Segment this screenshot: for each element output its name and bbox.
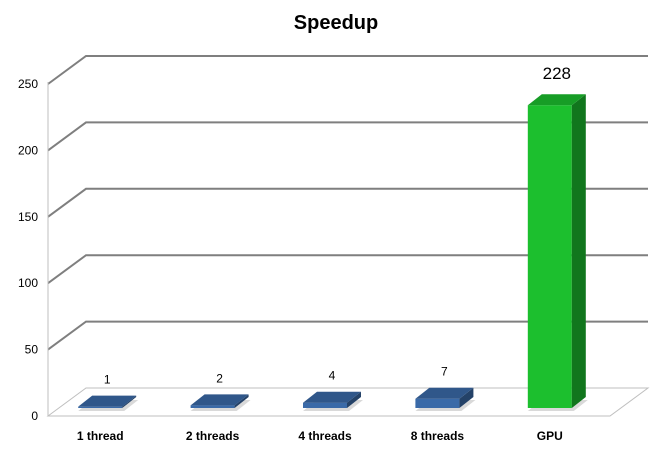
y-tick-label: 250 xyxy=(18,77,38,91)
bar xyxy=(527,94,588,411)
gridline xyxy=(47,187,648,218)
bar xyxy=(78,395,139,411)
bar-front xyxy=(415,398,460,408)
data-label: 7 xyxy=(441,365,448,379)
labels: 0 50 100 150 200 250 1 1 thread 2 2 threads 4 4 thr… xyxy=(18,64,571,443)
x-tick-label: GPU xyxy=(537,429,563,443)
bar-top xyxy=(190,394,249,406)
gridline xyxy=(47,55,648,85)
gridline xyxy=(47,121,648,152)
gridline xyxy=(47,254,648,285)
bar-top xyxy=(527,94,586,106)
x-tick-label: 2 threads xyxy=(186,429,240,443)
bar-front xyxy=(527,105,572,408)
bar-top xyxy=(78,395,137,407)
y-tick-label: 200 xyxy=(18,143,38,157)
bar xyxy=(415,387,476,411)
x-tick-label: 4 threads xyxy=(298,429,352,443)
bar-top xyxy=(415,387,474,399)
bar-front xyxy=(303,402,347,408)
bar-side xyxy=(347,391,361,408)
bar-side xyxy=(459,387,474,408)
y-tick-label: 150 xyxy=(18,210,38,224)
data-label: 4 xyxy=(329,369,336,383)
bar-side xyxy=(234,394,249,408)
bar-side xyxy=(571,94,586,408)
bar xyxy=(303,391,363,411)
data-label: 228 xyxy=(543,64,571,83)
bar-front xyxy=(190,405,235,408)
x-tick-label: 8 threads xyxy=(411,429,465,443)
x-tick-label: 1 thread xyxy=(77,429,124,443)
bar-front xyxy=(78,406,123,408)
bar-side xyxy=(122,395,137,408)
y-tick-label: 0 xyxy=(31,409,38,423)
y-tick-label: 50 xyxy=(25,343,39,357)
data-label: 2 xyxy=(216,371,223,385)
chart-title: Speedup xyxy=(294,12,378,34)
bar-top xyxy=(303,391,361,403)
bar xyxy=(190,394,251,411)
data-label: 1 xyxy=(104,373,111,387)
y-tick-label: 100 xyxy=(18,276,38,290)
axes xyxy=(47,82,610,417)
bars xyxy=(78,94,588,411)
gridline xyxy=(47,320,648,351)
